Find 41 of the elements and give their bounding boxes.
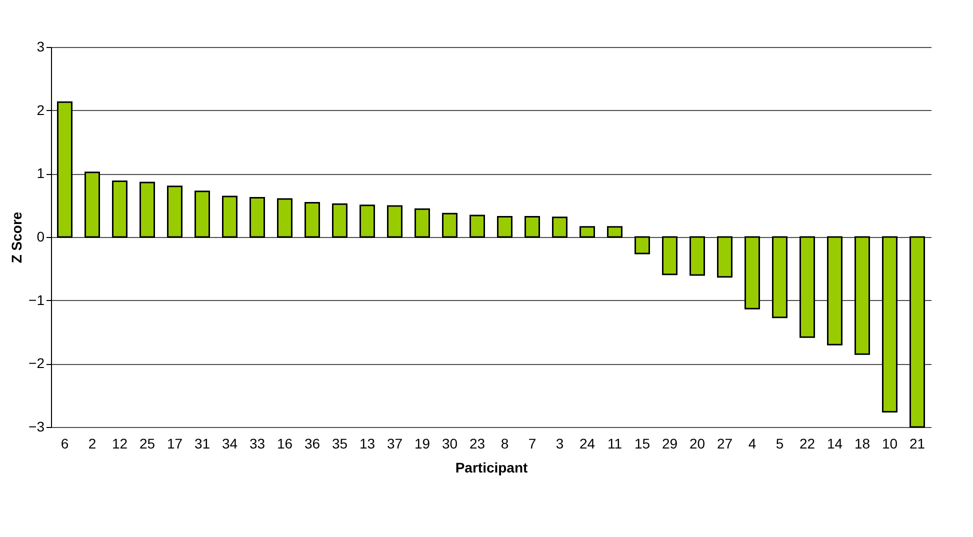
y-tick-label: 1 bbox=[36, 165, 45, 182]
x-tick-label: 11 bbox=[607, 436, 622, 452]
x-tick-label: 18 bbox=[854, 436, 870, 452]
x-tick-label: 10 bbox=[882, 436, 898, 452]
x-tick-label: 31 bbox=[194, 436, 210, 452]
x-tick-label: 35 bbox=[332, 436, 348, 452]
x-tick-label: 5 bbox=[776, 436, 784, 452]
x-tick-label: 23 bbox=[469, 436, 486, 452]
x-tick-label: 24 bbox=[579, 436, 596, 452]
x-tick-label: 21 bbox=[909, 436, 926, 452]
x-axis-title: Participant bbox=[455, 460, 528, 476]
x-tick-label: 19 bbox=[414, 436, 430, 452]
y-tick-label: 0 bbox=[36, 228, 45, 244]
x-tick-label: 33 bbox=[249, 436, 266, 452]
x-tick-label: 13 bbox=[359, 436, 376, 452]
x-tick-label: 36 bbox=[304, 436, 320, 452]
x-tick-label: 8 bbox=[500, 436, 509, 452]
x-tick-label: 15 bbox=[634, 436, 650, 452]
x-tick-label: 12 bbox=[112, 436, 128, 452]
x-tick-label: 30 bbox=[442, 436, 458, 452]
x-tick-label: 34 bbox=[222, 436, 238, 452]
x-tick-label: 3 bbox=[556, 436, 564, 452]
y-tick-label: 3 bbox=[36, 38, 45, 54]
x-tick-label: 4 bbox=[748, 436, 756, 452]
y-tick-label: 2 bbox=[36, 102, 45, 118]
y-tick-label: −3 bbox=[28, 418, 45, 434]
x-tick-label: 2 bbox=[88, 436, 96, 452]
y-tick-label: −1 bbox=[28, 292, 45, 308]
x-tick-label: 20 bbox=[689, 436, 706, 452]
x-tick-label: 17 bbox=[166, 436, 183, 452]
x-tick-label: 22 bbox=[799, 436, 816, 452]
x-tick-label: 25 bbox=[139, 436, 156, 452]
x-tick-label: 7 bbox=[528, 436, 536, 452]
x-tick-label: 6 bbox=[60, 436, 69, 452]
y-tick-label: −2 bbox=[28, 355, 45, 372]
y-axis-title: Z Score bbox=[8, 212, 25, 264]
x-tick-label: 37 bbox=[386, 436, 403, 452]
x-tick-label: 16 bbox=[276, 436, 293, 452]
x-tick-label: 27 bbox=[716, 436, 733, 452]
x-tick-label: 29 bbox=[662, 436, 678, 452]
x-tick-label: 14 bbox=[826, 436, 843, 452]
